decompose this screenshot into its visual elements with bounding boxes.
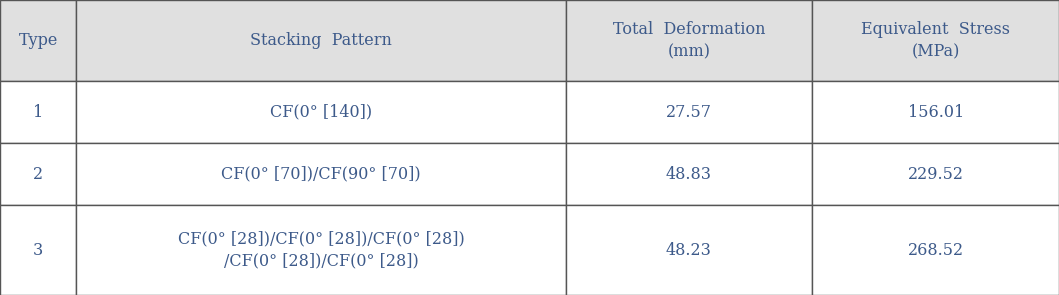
Bar — [566, 81, 812, 143]
Text: 1: 1 — [33, 104, 43, 121]
Text: 27.57: 27.57 — [666, 104, 712, 121]
Bar — [0, 81, 76, 143]
Text: Stacking  Pattern: Stacking Pattern — [250, 32, 392, 49]
Text: 229.52: 229.52 — [908, 165, 964, 183]
Text: 48.23: 48.23 — [666, 242, 712, 258]
Bar — [0, 205, 76, 295]
Text: 268.52: 268.52 — [908, 242, 964, 258]
Bar — [0, 143, 76, 205]
Text: Total  Deformation
(mm): Total Deformation (mm) — [612, 21, 766, 60]
Bar — [812, 143, 1059, 205]
Text: CF(0° [28])/CF(0° [28])/CF(0° [28])
/CF(0° [28])/CF(0° [28]): CF(0° [28])/CF(0° [28])/CF(0° [28]) /CF(… — [178, 230, 464, 270]
Bar — [76, 205, 566, 295]
Bar — [566, 143, 812, 205]
Text: CF(0° [70])/CF(90° [70]): CF(0° [70])/CF(90° [70]) — [221, 165, 420, 183]
Bar — [812, 0, 1059, 81]
Bar — [812, 81, 1059, 143]
Bar — [566, 0, 812, 81]
Text: 2: 2 — [33, 165, 43, 183]
Bar — [0, 0, 76, 81]
Bar — [812, 205, 1059, 295]
Bar — [76, 143, 566, 205]
Bar — [566, 205, 812, 295]
Text: Equivalent  Stress
(MPa): Equivalent Stress (MPa) — [861, 21, 1010, 60]
Text: 3: 3 — [33, 242, 43, 258]
Text: Type: Type — [18, 32, 58, 49]
Bar — [76, 0, 566, 81]
Text: CF(0° [140]): CF(0° [140]) — [270, 104, 372, 121]
Bar — [76, 81, 566, 143]
Text: 48.83: 48.83 — [666, 165, 712, 183]
Text: 156.01: 156.01 — [908, 104, 964, 121]
